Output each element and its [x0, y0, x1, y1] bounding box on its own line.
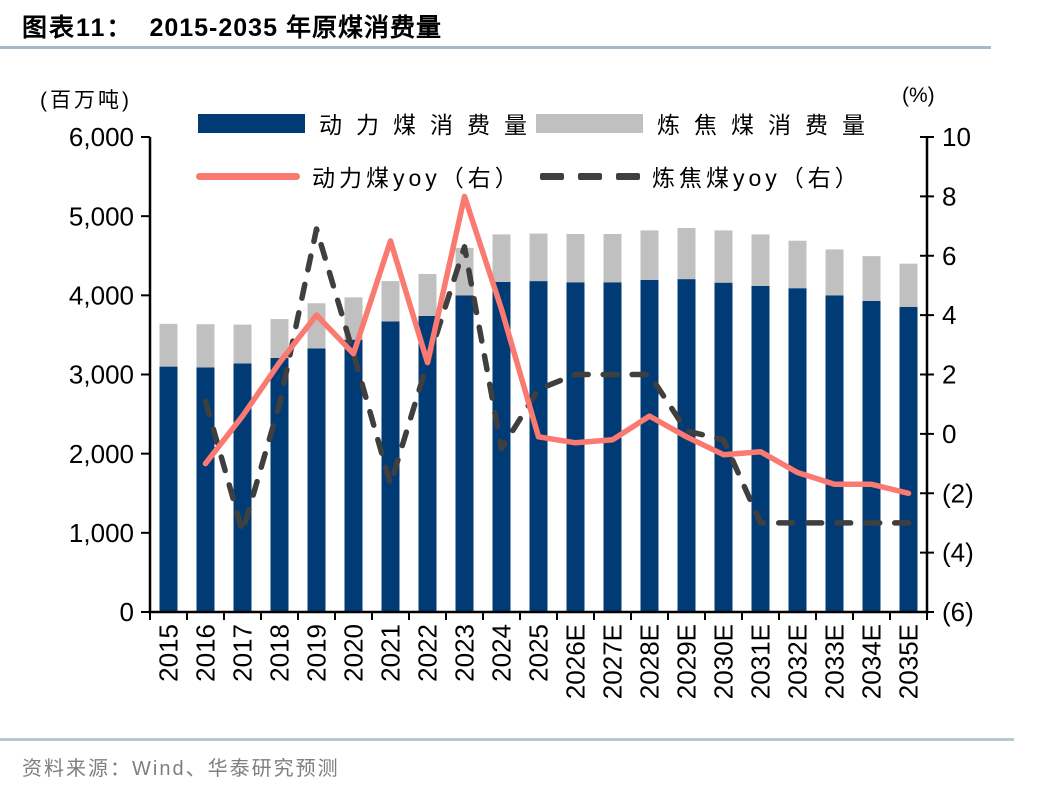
legend-label: 炼焦煤yoy（右） — [652, 165, 862, 191]
x-axis-label: 2022 — [413, 624, 443, 682]
legend-label: 炼焦煤消费量 — [657, 112, 879, 138]
bar-coking-coal — [825, 249, 844, 296]
bar-thermal-coal — [159, 366, 178, 612]
bar-coking-coal — [233, 324, 252, 364]
left-axis-tick-label: 2,000 — [69, 439, 134, 469]
bar-coking-coal — [862, 256, 881, 301]
bar-thermal-coal — [899, 306, 918, 612]
bar-coking-coal — [677, 228, 696, 280]
x-axis-label: 2016 — [191, 624, 221, 682]
x-axis-label: 2032E — [783, 624, 813, 699]
bar-thermal-coal — [233, 363, 252, 612]
bar-coking-coal — [159, 323, 178, 367]
source-text: 资料来源：Wind、华泰研究预测 — [22, 758, 340, 780]
legend-item-coking-yoy: 炼焦煤yoy（右） — [540, 163, 862, 191]
bar-thermal-coal — [566, 282, 585, 612]
bar-thermal-coal — [862, 300, 881, 612]
x-axis-label: 2018 — [265, 624, 295, 682]
bar-thermal-coal — [270, 357, 289, 612]
bar-thermal-coal — [196, 367, 215, 612]
legend-item-thermal-coal: 动力煤消费量 — [198, 110, 541, 138]
left-axis-tick-label: 1,000 — [69, 518, 134, 548]
x-axis-label: 2035E — [894, 624, 924, 699]
x-axis-label: 2027E — [598, 624, 628, 699]
bar-coking-coal — [603, 233, 622, 283]
x-axis-label: 2023 — [450, 624, 480, 682]
bar-coking-coal — [307, 303, 326, 349]
right-axis-tick-label: (2) — [942, 478, 974, 508]
line-coking-yoy — [202, 226, 912, 535]
bar-coking-coal — [714, 230, 733, 283]
left-axis-tick-label: 6,000 — [69, 122, 134, 152]
line-thermal-yoy — [202, 193, 912, 497]
right-axis-tick-label: 2 — [942, 360, 956, 390]
bar-thermal-coal — [381, 321, 400, 612]
bar-coking-coal — [899, 263, 918, 307]
bar-thermal-coal — [307, 348, 326, 612]
x-axis-label: 2024 — [487, 624, 517, 682]
x-axis-label: 2034E — [857, 624, 887, 699]
coking-coal-bar-swatch — [536, 113, 643, 133]
footer-divider — [0, 738, 1014, 741]
bar-coking-coal — [640, 230, 659, 280]
right-axis-tick-label: 10 — [942, 122, 971, 152]
bar-thermal-coal — [529, 281, 548, 612]
legend-label: 动力煤yoy（右） — [312, 165, 522, 191]
right-axis-tick-label: 6 — [942, 241, 956, 271]
bar-thermal-coal — [677, 279, 696, 612]
right-axis-unit-label: (%) — [902, 84, 935, 107]
bar-coking-coal — [492, 234, 511, 282]
bar-coking-coal — [529, 233, 548, 282]
x-axis-label: 2028E — [635, 624, 665, 699]
exhibit-label: 图表11： — [22, 14, 134, 42]
thermal-yoy-line-swatch — [196, 172, 300, 180]
x-axis-label: 2021 — [376, 624, 406, 682]
bar-thermal-coal — [788, 288, 807, 612]
left-axis-unit-label: (百万吨) — [40, 89, 132, 112]
right-axis-tick-label: (6) — [942, 597, 974, 627]
bar-thermal-coal — [751, 285, 770, 612]
bar-coking-coal — [196, 324, 215, 368]
bar-thermal-coal — [640, 279, 659, 612]
x-axis-label: 2019 — [302, 624, 332, 682]
x-axis-label: 2030E — [709, 624, 739, 699]
bar-coking-coal — [751, 234, 770, 286]
x-axis-label: 2029E — [672, 624, 702, 699]
left-axis-tick-label: 0 — [120, 597, 134, 627]
left-axis-tick-label: 3,000 — [69, 360, 134, 390]
x-axis-label: 2015 — [154, 624, 184, 682]
left-axis-tick-label: 5,000 — [69, 201, 134, 231]
bar-thermal-coal — [418, 315, 437, 612]
title-divider — [0, 46, 991, 49]
x-axis-label: 2031E — [746, 624, 776, 699]
legend-item-coking-coal: 炼焦煤消费量 — [536, 110, 879, 138]
bar-thermal-coal — [603, 282, 622, 612]
bar-thermal-coal — [344, 339, 363, 612]
coking-yoy-dash-swatch — [540, 172, 640, 180]
bar-coking-coal — [381, 281, 400, 322]
chart-title: 图表11： 2015-2035 年原煤消费量 — [22, 8, 442, 44]
legend-label: 动力煤消费量 — [319, 112, 541, 138]
legend-item-thermal-yoy: 动力煤yoy（右） — [196, 163, 522, 191]
bar-coking-coal — [566, 233, 585, 283]
chart-title-text: 2015-2035 年原煤消费量 — [149, 14, 442, 42]
thermal-coal-bar-swatch — [198, 113, 305, 133]
right-axis-tick-label: 4 — [942, 300, 956, 330]
x-axis-label: 2033E — [820, 624, 850, 699]
bar-coking-coal — [788, 240, 807, 289]
bar-thermal-coal — [825, 295, 844, 612]
x-axis-label: 2026E — [561, 624, 591, 699]
x-axis-label: 2025 — [524, 624, 554, 682]
x-axis-label: 2020 — [339, 624, 369, 682]
right-axis-tick-label: 0 — [942, 419, 956, 449]
bar-thermal-coal — [714, 282, 733, 612]
left-axis-tick-label: 4,000 — [69, 280, 134, 310]
right-axis-tick-label: (4) — [942, 538, 974, 568]
bar-coking-coal — [270, 319, 289, 358]
bar-thermal-coal — [455, 295, 474, 612]
x-axis-label: 2017 — [228, 624, 258, 682]
bar-coking-coal — [418, 273, 437, 316]
right-axis-tick-label: 8 — [942, 181, 956, 211]
